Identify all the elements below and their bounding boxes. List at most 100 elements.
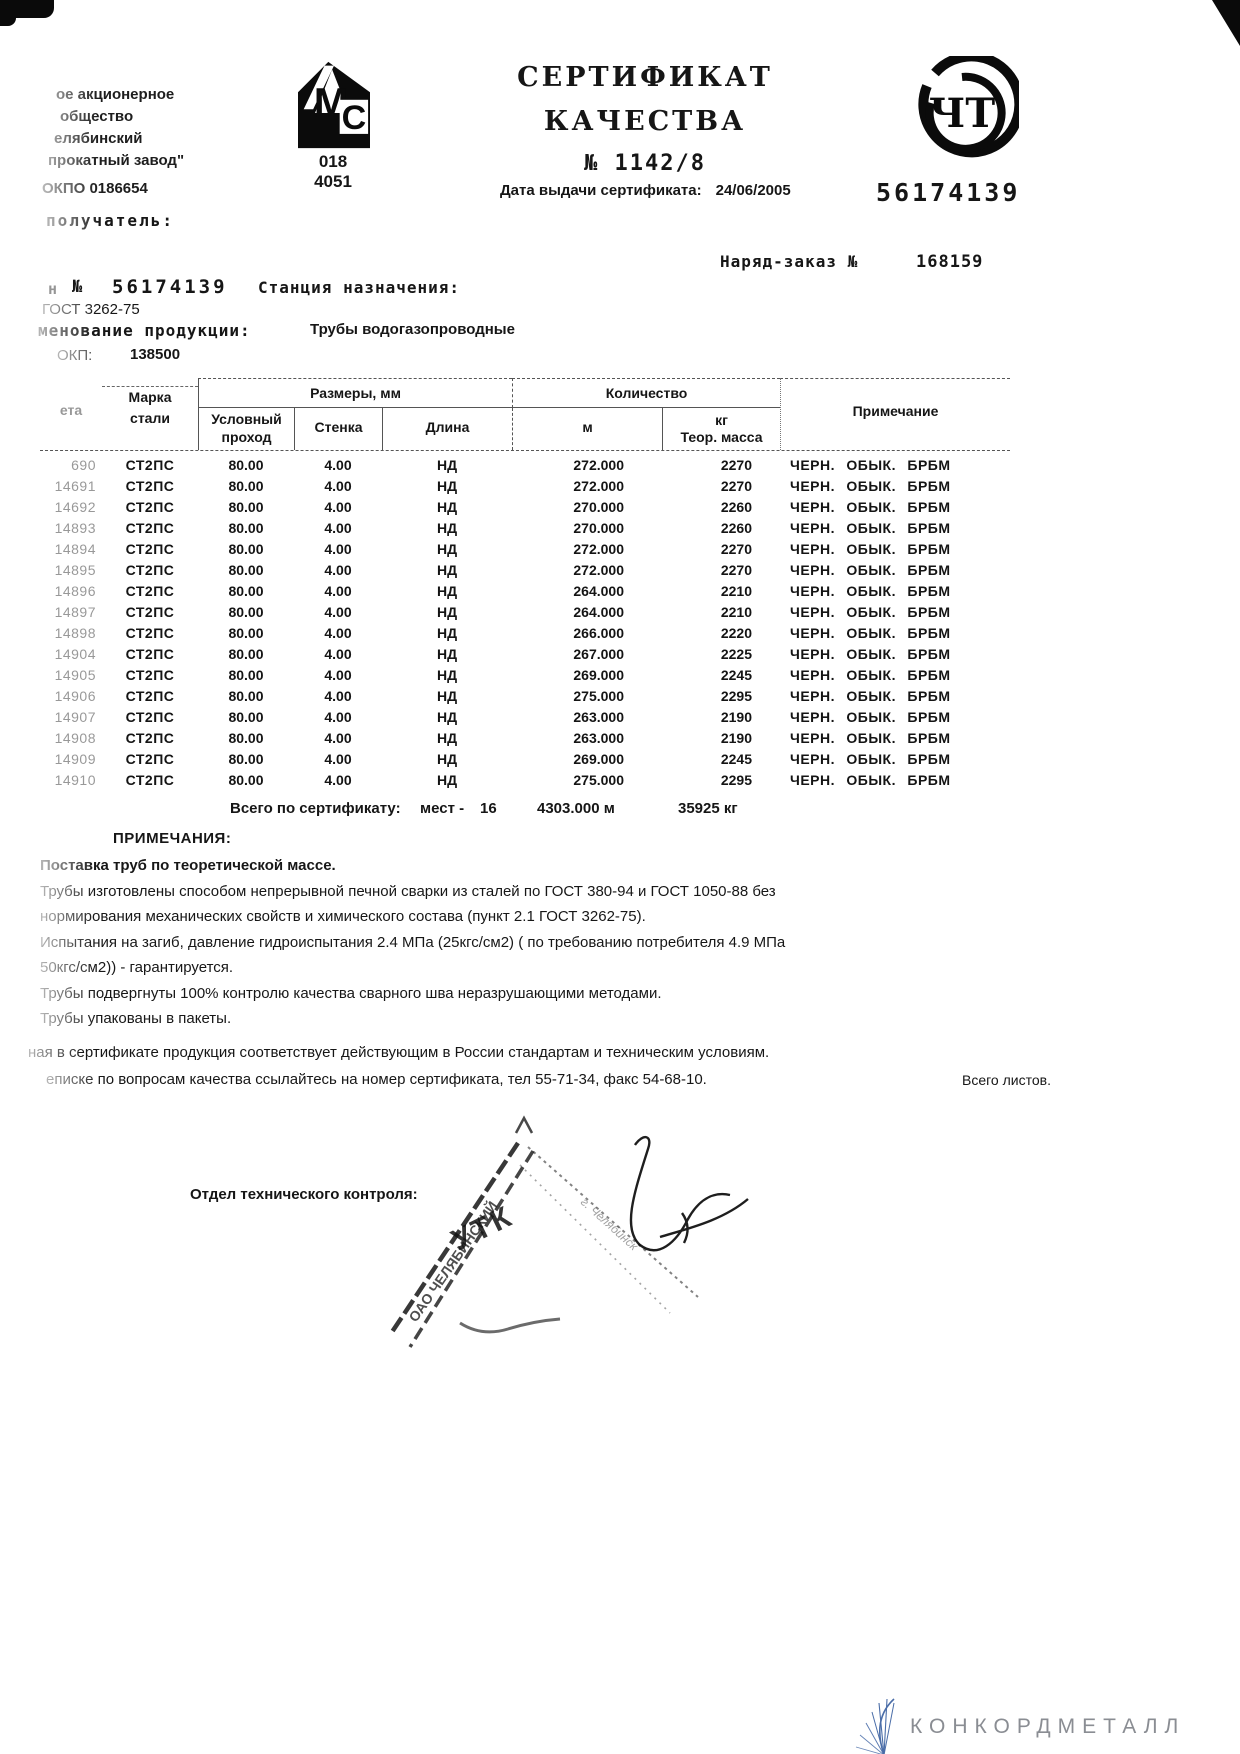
cell-note: ЧЕРН. ОБЫК. БРБМ <box>790 688 951 704</box>
cell-id: 14898 <box>54 625 96 641</box>
title-line-2: КАЧЕСТВА <box>543 106 747 137</box>
mc-code-2: 4051 <box>314 172 352 191</box>
notes-title: ПРИМЕЧАНИЯ: <box>113 830 232 847</box>
cell-len: НД <box>436 499 458 515</box>
product-label: менование продукции: <box>38 321 251 340</box>
cell-kg: 2270 <box>720 457 752 473</box>
cell-kg: 2270 <box>720 478 752 494</box>
cell-len: НД <box>436 457 458 473</box>
totals-row: Всего по сертификату: мест - 16 4303.000… <box>0 800 1240 822</box>
cell-steel: СТ2ПС <box>125 709 175 725</box>
totals-label: Всего по сертификату: <box>230 800 401 817</box>
cell-note: ЧЕРН. ОБЫК. БРБМ <box>790 625 951 641</box>
cell-id: 690 <box>71 457 96 473</box>
issue-date-value: 24/06/2005 <box>715 182 791 199</box>
cell-steel: СТ2ПС <box>125 646 175 662</box>
cell-len: НД <box>436 772 458 788</box>
totals-places-value: 16 <box>480 800 497 817</box>
cell-bore: 80.00 <box>228 751 264 767</box>
issue-date-label: Дата выдачи сертификата: <box>500 182 702 199</box>
cell-kg: 2245 <box>720 751 752 767</box>
cell-m: 272.000 <box>573 457 624 473</box>
cell-len: НД <box>436 541 458 557</box>
cell-bore: 80.00 <box>228 730 264 746</box>
cell-bore: 80.00 <box>228 499 264 515</box>
cell-id: 14908 <box>54 730 96 746</box>
cell-id: 14897 <box>54 604 96 620</box>
cell-bore: 80.00 <box>228 667 264 683</box>
cell-wall: 4.00 <box>324 709 352 725</box>
cell-kg: 2225 <box>720 646 752 662</box>
cell-kg: 2210 <box>720 604 752 620</box>
cell-kg: 2210 <box>720 583 752 599</box>
note-line: Трубы изготовлены способом непрерывной п… <box>40 882 776 900</box>
cell-kg: 2295 <box>720 772 752 788</box>
col-header-bore: Условный проход <box>198 408 294 450</box>
company-line: ОКПО 0186654 <box>42 180 148 197</box>
cell-len: НД <box>436 667 458 683</box>
cell-note: ЧЕРН. ОБЫК. БРБМ <box>790 562 951 578</box>
cell-note: ЧЕРН. ОБЫК. БРБМ <box>790 751 951 767</box>
table-row: 14905 СТ2ПС 80.00 4.00 НД 269.000 2245 ЧЕРН. ОБ… <box>40 665 1010 686</box>
certificate-number: № 1142/8 <box>584 151 706 176</box>
cell-m: 270.000 <box>573 499 624 515</box>
cell-note: ЧЕРН. ОБЫК. БРБМ <box>790 541 951 557</box>
cell-wall: 4.00 <box>324 688 352 704</box>
okp-label: ОКП: <box>57 347 93 364</box>
table-row: 14906 СТ2ПС 80.00 4.00 НД 275.000 2295 ЧЕРН. ОБ… <box>40 686 1010 707</box>
cell-kg: 2190 <box>720 730 752 746</box>
station-label: Станция назначения: <box>258 278 461 297</box>
mc-logo-codes: 018 4051 <box>288 152 378 192</box>
product-value: Трубы водогазопроводные <box>310 321 515 338</box>
cert-line-number: 56174139 <box>112 276 228 298</box>
cell-note: ЧЕРН. ОБЫК. БРБМ <box>790 457 951 473</box>
technical-control-label: Отдел технического контроля: <box>190 1186 418 1203</box>
cell-steel: СТ2ПС <box>125 625 175 641</box>
cell-kg: 2295 <box>720 688 752 704</box>
cell-m: 264.000 <box>573 604 624 620</box>
conformity-statement: ная в сертификате продукция соответствуе… <box>28 1044 770 1061</box>
cell-bore: 80.00 <box>228 457 264 473</box>
cell-note: ЧЕРН. ОБЫК. БРБМ <box>790 478 951 494</box>
cell-wall: 4.00 <box>324 541 352 557</box>
cell-note: ЧЕРН. ОБЫК. БРБМ <box>790 499 951 515</box>
certificate-title: СЕРТИФИКАТ КАЧЕСТВА № 1142/8 <box>488 62 802 176</box>
note-line: Трубы подвергнуты 100% контролю качества… <box>40 984 662 1002</box>
cell-bore: 80.00 <box>228 562 264 578</box>
cell-len: НД <box>436 583 458 599</box>
cell-m: 269.000 <box>573 667 624 683</box>
cell-len: НД <box>436 478 458 494</box>
mc-logo-icon: М С <box>296 60 372 155</box>
table-body: 690 СТ2ПС 80.00 4.00 НД 272.000 2270 ЧЕРН. ОБЫК… <box>40 455 1010 791</box>
cell-id: 14691 <box>54 478 96 494</box>
cell-len: НД <box>436 604 458 620</box>
table-row: 14692 СТ2ПС 80.00 4.00 НД 270.000 2260 ЧЕРН. ОБ… <box>40 497 1010 518</box>
okp-value: 138500 <box>130 346 181 363</box>
cell-note: ЧЕРН. ОБЫК. БРБМ <box>790 583 951 599</box>
cell-wall: 4.00 <box>324 499 352 515</box>
svg-text:ЧТ: ЧТ <box>929 90 996 137</box>
table-row: 14910 СТ2ПС 80.00 4.00 НД 275.000 2295 ЧЕРН. ОБ… <box>40 770 1010 791</box>
cell-len: НД <box>436 625 458 641</box>
cell-bore: 80.00 <box>228 646 264 662</box>
cell-kg: 2260 <box>720 520 752 536</box>
col-header-length: Длина <box>382 408 512 450</box>
certificate-serial-number: 56174139 <box>876 178 1021 207</box>
cell-len: НД <box>436 751 458 767</box>
cell-len: НД <box>436 646 458 662</box>
cell-bore: 80.00 <box>228 604 264 620</box>
cell-note: ЧЕРН. ОБЫК. БРБМ <box>790 709 951 725</box>
cell-wall: 4.00 <box>324 520 352 536</box>
cell-note: ЧЕРН. ОБЫК. БРБМ <box>790 520 951 536</box>
cell-m: 263.000 <box>573 730 624 746</box>
cell-len: НД <box>436 730 458 746</box>
cell-kg: 2270 <box>720 562 752 578</box>
cell-len: НД <box>436 520 458 536</box>
table-row: 690 СТ2ПС 80.00 4.00 НД 272.000 2270 ЧЕРН. ОБЫК… <box>40 455 1010 476</box>
cell-steel: СТ2ПС <box>125 604 175 620</box>
col-header-note: Примечание <box>780 378 1010 450</box>
cell-m: 269.000 <box>573 751 624 767</box>
cell-wall: 4.00 <box>324 772 352 788</box>
cell-bore: 80.00 <box>228 583 264 599</box>
cell-kg: 2220 <box>720 625 752 641</box>
